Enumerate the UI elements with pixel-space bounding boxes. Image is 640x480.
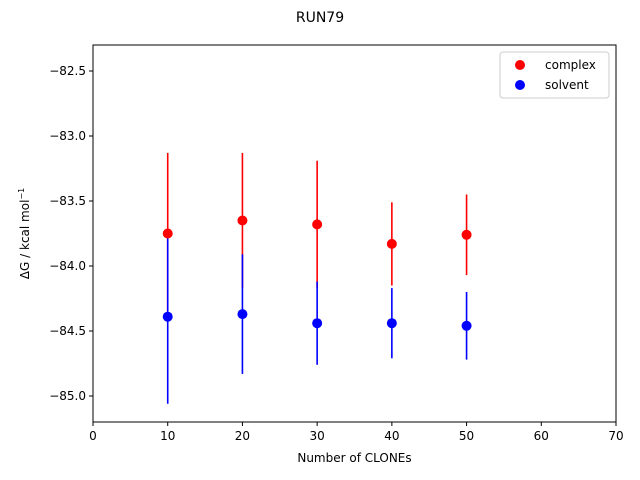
complex-point: [461, 229, 472, 240]
x-axis: 0 10 20 30 40 50 60 70: [89, 422, 624, 443]
y-tick-label: −84.5: [49, 324, 86, 338]
x-tick-label: 50: [459, 429, 474, 443]
complex-point: [312, 219, 323, 230]
chart-title: RUN79: [296, 10, 344, 26]
solvent-point: [162, 311, 173, 322]
solvent-point: [237, 309, 248, 320]
y-tick-label: −85.0: [49, 389, 86, 403]
complex-point: [162, 228, 173, 239]
x-tick-label: 0: [89, 429, 97, 443]
legend-box: [499, 51, 610, 99]
y-axis-label-sup: −1: [17, 188, 26, 200]
x-tick-label: 30: [310, 429, 325, 443]
legend-marker-solvent: [515, 80, 525, 90]
legend: complex solvent: [499, 51, 610, 99]
y-tick-label: −83.0: [49, 129, 86, 143]
solvent-point: [461, 320, 472, 331]
x-tick-label: 70: [608, 429, 623, 443]
x-tick-label: 10: [160, 429, 175, 443]
x-tick-label: 60: [534, 429, 549, 443]
plot-frame: [92, 44, 617, 423]
y-axis-label: ΔG / kcal mol−1: [17, 188, 32, 279]
solvent-point: [386, 318, 397, 329]
legend-label-solvent: solvent: [545, 78, 589, 92]
plot-marks: [162, 152, 472, 404]
legend-marker-complex: [515, 60, 525, 70]
complex-point: [386, 238, 397, 249]
y-axis-label-main: ΔG / kcal mol: [18, 200, 32, 280]
complex-point: [237, 215, 248, 226]
y-tick-label: −82.5: [49, 64, 86, 78]
x-axis-label: Number of CLONEs: [297, 451, 411, 465]
y-tick-label: −83.5: [49, 194, 86, 208]
x-tick-label: 20: [235, 429, 250, 443]
x-tick-label: 40: [384, 429, 399, 443]
y-tick-label: −84.0: [49, 259, 86, 273]
y-axis: −85.0 −84.5 −84.0 −83.5 −83.0 −82.5: [49, 64, 93, 403]
legend-label-complex: complex: [545, 58, 596, 72]
solvent-point: [312, 318, 323, 329]
